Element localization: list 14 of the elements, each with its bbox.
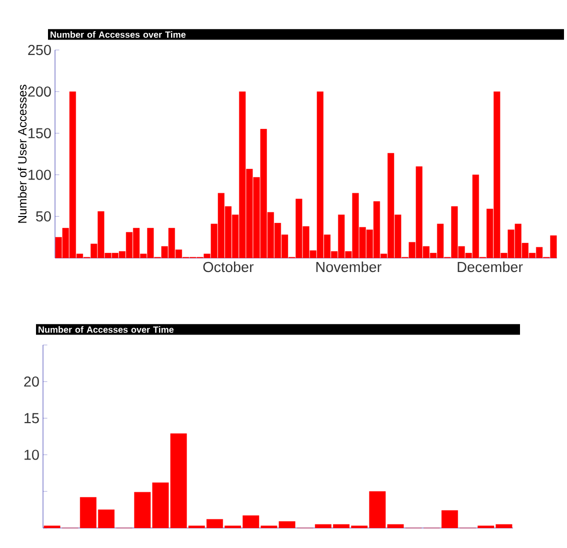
y-axis-title: Number of User Accesses (18, 84, 27, 223)
y-tick-label: 15 (24, 413, 39, 424)
y-tick-label: 100 (28, 170, 51, 180)
y-tick-label: 250 (28, 44, 51, 56)
chart-title: Number of Accesses over Time (50, 31, 186, 38)
chart-title: Number of Accesses over Time (38, 326, 174, 333)
x-tick-label: December (458, 262, 523, 272)
y-tick-label: 20 (24, 376, 39, 387)
y-tick-label: 10 (24, 450, 39, 460)
y-tick-label: 50 (36, 211, 51, 222)
x-tick-label: October (203, 262, 254, 272)
y-tick-label: 150 (28, 128, 51, 138)
y-tick-label: 200 (28, 86, 51, 97)
x-tick-label: November (316, 262, 382, 272)
